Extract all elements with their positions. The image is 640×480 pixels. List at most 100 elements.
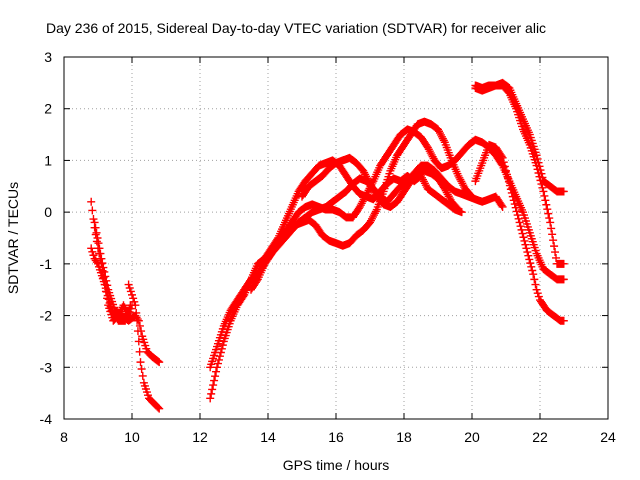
data-point bbox=[468, 192, 476, 201]
data-point bbox=[153, 356, 162, 365]
data-point bbox=[426, 149, 435, 158]
data-point bbox=[547, 224, 556, 233]
data-point bbox=[93, 234, 102, 242]
data-point bbox=[92, 258, 101, 267]
data-point bbox=[506, 185, 515, 194]
data-point bbox=[213, 359, 222, 368]
series-arc-3 bbox=[90, 218, 164, 367]
data-point bbox=[525, 255, 534, 264]
data-point bbox=[361, 191, 370, 200]
data-point bbox=[527, 262, 536, 271]
data-point bbox=[362, 190, 371, 199]
data-point bbox=[368, 185, 377, 194]
data-point bbox=[544, 209, 553, 218]
data-points bbox=[87, 78, 568, 413]
data-point bbox=[536, 166, 545, 175]
y-tick-label: -3 bbox=[40, 359, 53, 375]
data-point bbox=[91, 223, 100, 232]
data-point bbox=[503, 174, 512, 183]
data-point bbox=[131, 301, 140, 310]
data-point bbox=[366, 218, 374, 227]
data-point bbox=[133, 327, 142, 336]
data-point bbox=[360, 193, 369, 202]
data-point bbox=[517, 225, 526, 234]
series-arc-11 bbox=[471, 78, 568, 196]
data-point bbox=[367, 214, 376, 223]
data-point bbox=[420, 179, 429, 188]
x-tick-labels: 8 10 12 14 16 18 20 22 24 bbox=[60, 429, 616, 445]
x-tick-label: 14 bbox=[260, 429, 276, 445]
data-point bbox=[439, 136, 448, 145]
data-point bbox=[126, 287, 135, 296]
data-point bbox=[134, 337, 143, 346]
data-point bbox=[357, 199, 366, 208]
data-point bbox=[214, 355, 223, 364]
data-point bbox=[504, 177, 513, 186]
data-point bbox=[101, 272, 110, 281]
data-point bbox=[456, 175, 465, 184]
data-point bbox=[559, 187, 568, 196]
data-point bbox=[427, 150, 436, 159]
data-point bbox=[459, 181, 468, 190]
data-point bbox=[366, 216, 375, 225]
data-point bbox=[133, 316, 142, 325]
data-point bbox=[96, 249, 105, 258]
data-point bbox=[129, 294, 138, 303]
data-point bbox=[443, 190, 452, 199]
data-point bbox=[103, 281, 112, 290]
data-point bbox=[535, 162, 544, 171]
x-tick-label: 20 bbox=[464, 429, 480, 445]
data-point bbox=[519, 233, 528, 242]
data-point bbox=[213, 363, 221, 372]
y-tick-label: 3 bbox=[44, 49, 52, 65]
y-tick-label: -1 bbox=[40, 256, 53, 272]
y-axis-label: SDTVAR / TECUs bbox=[5, 182, 21, 294]
data-point bbox=[128, 290, 136, 299]
data-point bbox=[457, 177, 466, 186]
data-point bbox=[90, 218, 99, 227]
x-axis-label: GPS time / hours bbox=[283, 457, 390, 473]
data-point bbox=[551, 248, 560, 257]
data-point bbox=[513, 211, 522, 220]
data-point bbox=[366, 179, 374, 188]
data-point bbox=[445, 194, 454, 203]
data-point bbox=[509, 196, 518, 205]
data-point bbox=[538, 173, 547, 182]
data-point bbox=[155, 358, 164, 367]
data-point bbox=[454, 205, 463, 214]
data-point bbox=[366, 181, 375, 190]
data-point bbox=[138, 371, 147, 380]
data-point bbox=[518, 229, 527, 238]
data-point bbox=[368, 212, 377, 221]
data-point bbox=[89, 251, 98, 260]
data-point bbox=[362, 172, 371, 181]
data-point bbox=[529, 270, 538, 279]
data-point bbox=[505, 181, 514, 190]
data-point bbox=[534, 158, 543, 167]
data-point bbox=[360, 168, 369, 177]
data-point bbox=[358, 197, 367, 206]
y-tick-label: 0 bbox=[44, 204, 52, 220]
data-point bbox=[559, 259, 568, 268]
data-point bbox=[135, 321, 144, 330]
data-point bbox=[359, 195, 368, 204]
data-point bbox=[497, 152, 506, 161]
data-point bbox=[136, 358, 145, 367]
data-point bbox=[533, 289, 542, 298]
data-point bbox=[370, 188, 379, 197]
data-point bbox=[365, 177, 374, 186]
data-point bbox=[533, 154, 542, 163]
x-tick-label: 22 bbox=[532, 429, 548, 445]
data-point bbox=[211, 372, 220, 381]
data-point bbox=[444, 192, 453, 201]
data-point bbox=[552, 253, 561, 262]
x-tick-label: 24 bbox=[600, 429, 616, 445]
x-tick-label: 16 bbox=[328, 429, 344, 445]
data-point bbox=[361, 170, 370, 179]
data-point bbox=[559, 275, 568, 284]
data-point bbox=[524, 251, 533, 260]
data-point bbox=[88, 206, 97, 215]
data-point bbox=[545, 214, 554, 223]
data-point bbox=[453, 204, 462, 213]
data-point bbox=[364, 176, 373, 185]
